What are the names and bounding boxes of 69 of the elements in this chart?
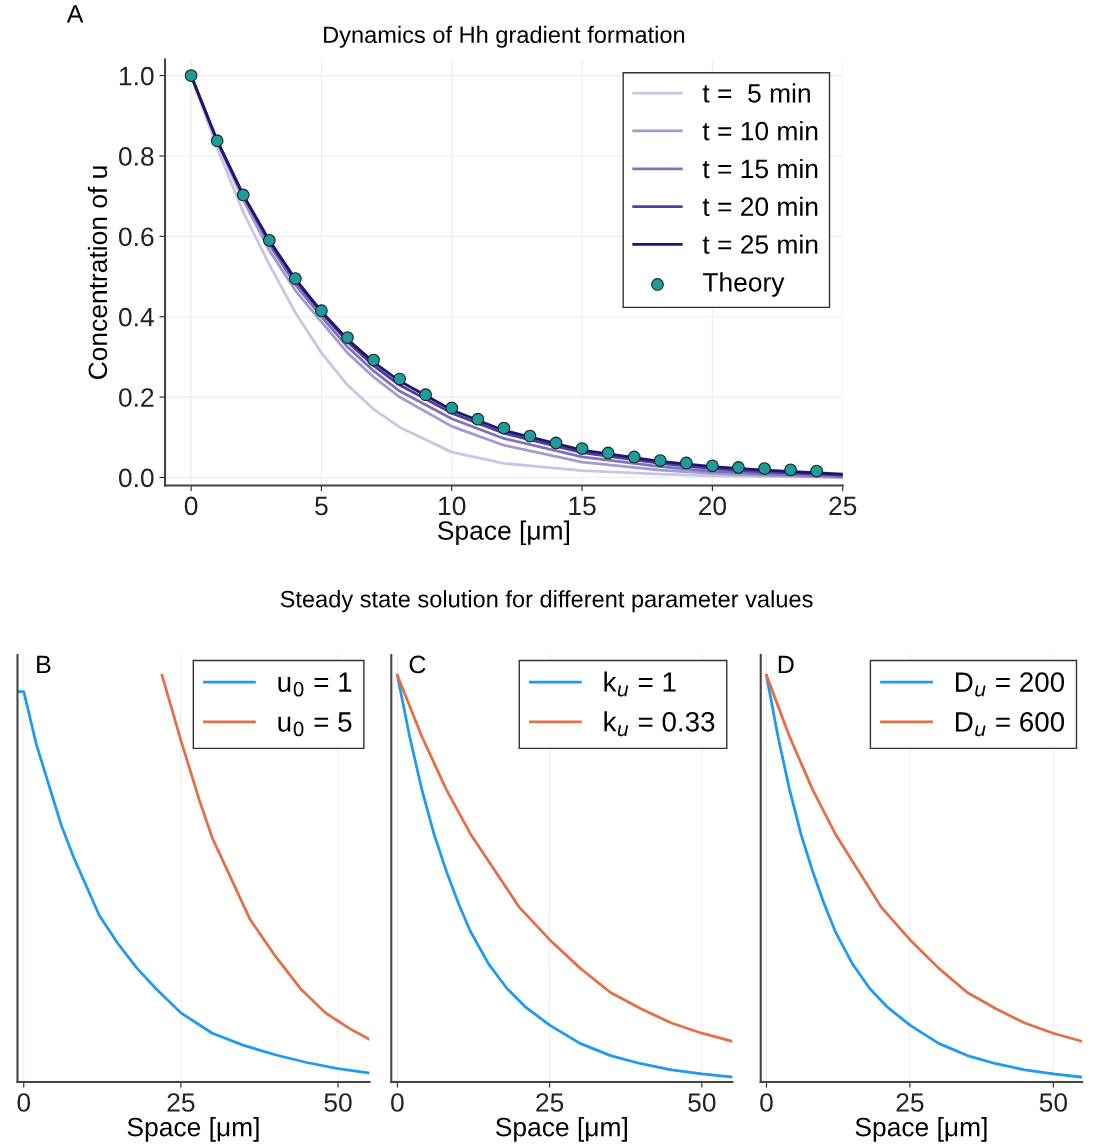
x-tick-label: 0 (184, 496, 198, 516)
legend-label: D$_{u}$ = 200 (956, 672, 1065, 697)
point (679, 456, 693, 470)
legend-label: t = 10 min (702, 121, 818, 141)
legend-label: u$_{0}$ = 1 (278, 672, 352, 697)
point (471, 412, 485, 426)
point (575, 442, 589, 455)
point (184, 69, 198, 82)
point (627, 450, 641, 464)
y-tick-label: 0.2 (118, 388, 154, 407)
point (210, 134, 224, 148)
y-tick-label: 0.4 (118, 307, 154, 327)
x-tick-label: 0 (760, 1093, 773, 1112)
text: C (409, 655, 426, 674)
x-axis-title: Space [μm] (855, 1117, 987, 1142)
x-tick-label: 25 (536, 1093, 564, 1112)
x-tick-label: 25 (829, 496, 857, 516)
y-tick-label: 0.8 (118, 147, 154, 166)
x-tick-label: 5 (315, 496, 328, 516)
point (393, 372, 406, 386)
legend-label: k$_{u}$ = 1 (604, 671, 676, 697)
chart-title: Dynamics of Hh gradient formation (324, 25, 685, 48)
point (288, 272, 302, 285)
y-axis-title: Concentration of u (87, 166, 108, 379)
x-tick-label: 0 (17, 1093, 31, 1112)
legend-label: D$_{u}$ = 600 (956, 712, 1065, 737)
legend-label: k$_{u}$ = 0.33 (604, 711, 715, 737)
point (445, 401, 459, 415)
text: D (778, 655, 794, 674)
point (549, 436, 563, 450)
y-tick-label: 1.0 (119, 66, 154, 86)
point (653, 454, 667, 467)
point (758, 462, 771, 475)
x-tick-label: 25 (896, 1093, 924, 1112)
x-axis-title: Space [μm] (438, 520, 569, 546)
point (419, 388, 433, 402)
x-axis-title: Space [μm] (127, 1117, 259, 1142)
legend-label: t = 20 min (702, 196, 818, 217)
point (236, 188, 250, 202)
legend-label: t = 5 min (702, 83, 810, 103)
y-tick-label: 0.6 (118, 227, 154, 247)
text: A (66, 5, 84, 23)
x-tick-label: 50 (688, 1093, 716, 1112)
point (732, 461, 745, 474)
point (523, 429, 537, 443)
point (497, 421, 511, 435)
text: B (37, 655, 51, 674)
point (601, 446, 615, 460)
legend-label: t = 15 min (702, 158, 818, 179)
x-tick-label: 50 (1039, 1093, 1068, 1112)
point (341, 331, 354, 344)
legend-label: Theory (702, 272, 785, 297)
x-tick-label: 25 (167, 1093, 195, 1112)
y-tick-label: 0.0 (118, 468, 154, 488)
point (315, 304, 328, 318)
point (367, 353, 380, 367)
point (262, 233, 276, 247)
chart-title: Steady state solution for different parameter values (280, 590, 813, 613)
x-axis-title: Space [μm] (496, 1117, 627, 1142)
x-tick-label: 50 (324, 1093, 352, 1112)
x-tick-label: 15 (569, 496, 596, 516)
point (706, 459, 719, 473)
x-tick-label: 10 (439, 496, 466, 516)
x-tick-label: 0 (391, 1093, 404, 1112)
legend-label: u$_{0}$ = 5 (278, 712, 352, 737)
legend-label: t = 25 min (702, 234, 818, 254)
point (810, 464, 824, 478)
x-tick-label: 20 (699, 496, 727, 516)
point (784, 463, 797, 477)
